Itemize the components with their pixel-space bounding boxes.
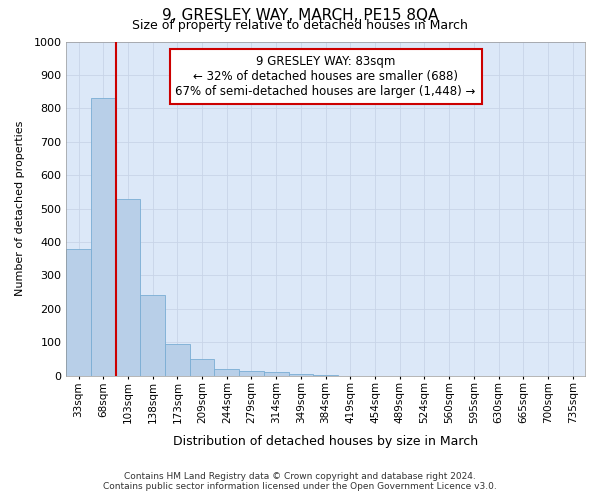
Bar xyxy=(190,359,214,376)
Bar xyxy=(313,374,338,376)
Text: Size of property relative to detached houses in March: Size of property relative to detached ho… xyxy=(132,19,468,32)
Text: Contains HM Land Registry data © Crown copyright and database right 2024.
Contai: Contains HM Land Registry data © Crown c… xyxy=(103,472,497,491)
Bar xyxy=(214,369,239,376)
X-axis label: Distribution of detached houses by size in March: Distribution of detached houses by size … xyxy=(173,434,478,448)
Bar xyxy=(289,374,313,376)
Bar xyxy=(165,344,190,376)
Y-axis label: Number of detached properties: Number of detached properties xyxy=(15,121,25,296)
Bar xyxy=(91,98,116,376)
Text: 9 GRESLEY WAY: 83sqm
← 32% of detached houses are smaller (688)
67% of semi-deta: 9 GRESLEY WAY: 83sqm ← 32% of detached h… xyxy=(175,55,476,98)
Bar xyxy=(264,372,289,376)
Bar xyxy=(140,296,165,376)
Bar xyxy=(66,248,91,376)
Text: 9, GRESLEY WAY, MARCH, PE15 8QA: 9, GRESLEY WAY, MARCH, PE15 8QA xyxy=(162,8,438,22)
Bar xyxy=(239,370,264,376)
Bar xyxy=(116,198,140,376)
